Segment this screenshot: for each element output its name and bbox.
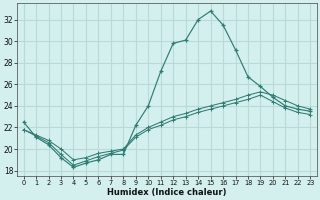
X-axis label: Humidex (Indice chaleur): Humidex (Indice chaleur) — [107, 188, 227, 197]
